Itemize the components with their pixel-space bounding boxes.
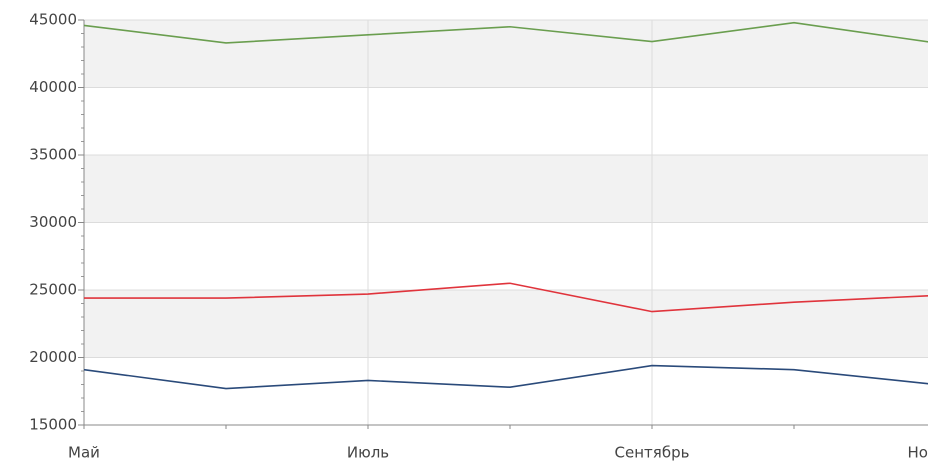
plot-band: [84, 155, 928, 223]
series-line: [84, 282, 928, 313]
series-line: [83, 21, 928, 44]
x-tick-label: Июль: [347, 444, 389, 462]
plot-band: [84, 290, 928, 358]
x-tick-label: Сентябрь: [615, 444, 690, 462]
y-tick-label: 15000: [29, 416, 77, 434]
y-tick-label: 45000: [29, 11, 77, 29]
y-tick-label: 35000: [29, 146, 77, 164]
x-tick-label: Май: [68, 444, 100, 462]
y-tick-label: 20000: [29, 348, 77, 366]
series-line: [83, 364, 928, 390]
plot-band: [84, 20, 928, 88]
y-tick-label: 25000: [29, 281, 77, 299]
y-tick-label: 30000: [29, 213, 77, 231]
y-tick-label: 40000: [29, 78, 77, 96]
x-tick-label: Ноябрь: [907, 444, 928, 462]
